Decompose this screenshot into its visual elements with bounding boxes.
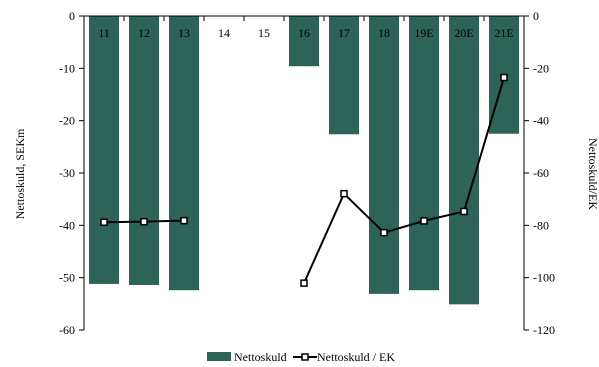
left-tick-label: -60: [59, 323, 75, 337]
line-point-13: [180, 216, 188, 225]
right-tick-label: 0: [533, 9, 539, 23]
legend-label-nettoskuld: Nettoskuld: [234, 350, 287, 364]
line-point-18: [380, 228, 388, 237]
bar-13: [169, 16, 199, 291]
category-label-16: 16: [298, 26, 310, 40]
bar-20E: [449, 16, 479, 305]
legend-swatch-nettoskuld: [207, 352, 231, 361]
legend-label-nettoskuld-ek: Nettoskuld / EK: [317, 350, 395, 364]
line-series-nettoskuld-ek: [100, 73, 508, 287]
category-label-17: 17: [338, 26, 350, 40]
right-tick-label: -20: [533, 61, 549, 75]
left-tick-label: 0: [69, 9, 75, 23]
right-tick-label: -80: [533, 218, 549, 232]
line-point-12: [140, 217, 148, 226]
legend: Nettoskuld Nettoskuld / EK: [207, 350, 395, 364]
category-label-12: 12: [138, 26, 150, 40]
left-axis-ticks: 0 -10 -20 -30 -40 -50 -60: [59, 9, 84, 337]
category-label-19E: 19E: [414, 26, 433, 40]
bar-12: [129, 16, 159, 285]
right-tick-label: -120: [533, 323, 555, 337]
left-tick-label: -10: [59, 61, 75, 75]
bar-11: [89, 16, 119, 284]
right-tick-label: -60: [533, 166, 549, 180]
bar-18: [369, 16, 399, 294]
line-point-21E: [500, 73, 508, 82]
category-label-15: 15: [258, 26, 270, 40]
left-axis-title: Nettoskuld, SEKm: [13, 128, 27, 219]
bar-16: [289, 16, 319, 67]
line-point-11: [100, 218, 108, 226]
left-tick-label: -40: [59, 218, 75, 232]
category-label-11: 11: [98, 26, 110, 40]
right-axis-ticks: 0 -20 -40 -60 -80 -100 -120: [524, 9, 555, 337]
line-point-17: [340, 189, 348, 198]
bar-19E: [409, 16, 439, 291]
line-point-20E: [460, 207, 468, 216]
category-label-20E: 20E: [454, 26, 473, 40]
bar-series-nettoskuld: [89, 16, 519, 305]
right-tick-label: -40: [533, 114, 549, 128]
bar-17: [329, 16, 359, 135]
right-axis-title: Nettoskuld/EK: [586, 138, 599, 210]
category-label-13: 13: [178, 26, 190, 40]
category-label-14: 14: [218, 26, 230, 40]
right-tick-label: -100: [533, 271, 555, 285]
category-labels: 11 12 13 14 15 16 17 18 19E 20E 21E: [98, 26, 513, 40]
left-tick-label: -50: [59, 271, 75, 285]
legend-marker-nettoskuld-ek: [301, 353, 309, 361]
category-label-21E: 21E: [494, 26, 513, 40]
left-tick-label: -30: [59, 166, 75, 180]
line-point-19E: [420, 217, 428, 225]
line-point-16: [300, 279, 308, 287]
left-tick-label: -20: [59, 114, 75, 128]
line-segment: [303, 77, 505, 284]
category-label-18: 18: [378, 26, 390, 40]
